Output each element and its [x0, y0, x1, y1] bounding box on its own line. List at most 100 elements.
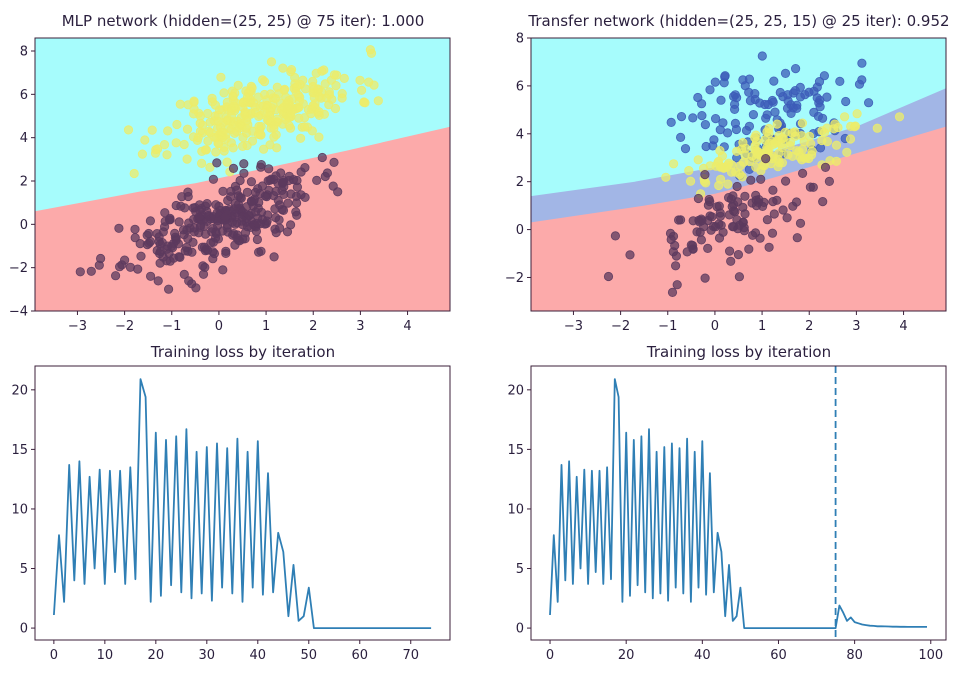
data-point: [356, 85, 367, 95]
data-point: [296, 167, 306, 177]
data-point: [668, 231, 679, 241]
data-point: [672, 280, 682, 290]
data-point: [292, 210, 302, 220]
data-point: [285, 112, 295, 122]
data-point: [165, 256, 175, 266]
data-point: [180, 246, 190, 256]
panel1-ytick-label: 6: [516, 79, 524, 94]
panel1-xtick-label: −1: [658, 319, 677, 334]
data-point: [214, 105, 225, 115]
data-point: [718, 118, 728, 128]
data-point: [242, 112, 252, 122]
panel-loss-mlp: Training loss by iteration 0 10 20 30 40 50 60…: [11, 343, 451, 663]
data-point: [283, 198, 293, 208]
data-point: [732, 146, 742, 156]
data-point: [286, 65, 297, 75]
data-point: [731, 93, 742, 103]
panel2-ytick-label: 20: [11, 383, 28, 398]
data-point: [208, 174, 218, 184]
data-point: [160, 216, 170, 226]
data-point: [300, 84, 311, 94]
data-point: [744, 87, 754, 97]
data-point: [175, 252, 185, 262]
data-point: [195, 118, 205, 128]
data-point: [284, 121, 294, 131]
data-point: [235, 175, 245, 186]
data-point: [857, 58, 867, 68]
data-point: [176, 201, 186, 211]
data-point: [757, 201, 768, 211]
data-point: [281, 100, 292, 110]
panel1-xtick-label: −2: [611, 319, 630, 334]
data-point: [155, 258, 165, 268]
data-point: [135, 239, 145, 249]
data-point: [239, 168, 249, 178]
data-point: [740, 191, 750, 201]
data-point: [295, 133, 306, 143]
panel3-xtick-label: 100: [918, 648, 943, 663]
panel2-xtick-label: 10: [97, 648, 114, 663]
data-point: [278, 63, 288, 73]
panel3-xtick-label: 40: [694, 648, 711, 663]
data-point: [842, 147, 852, 157]
data-point: [312, 175, 322, 185]
data-point: [278, 177, 288, 187]
data-point: [792, 233, 802, 243]
data-point: [233, 80, 243, 91]
data-point: [668, 159, 679, 169]
data-point: [661, 172, 671, 182]
panel2-ytick-label: 5: [20, 562, 28, 577]
panel0-xtick-label: −3: [68, 319, 87, 334]
panel-loss-mlp-title: Training loss by iteration: [150, 343, 335, 361]
data-point: [763, 99, 773, 110]
panel0-xtick-label: 2: [309, 319, 317, 334]
data-point: [258, 144, 269, 154]
data-point: [756, 166, 766, 176]
data-point: [682, 247, 692, 257]
data-point: [685, 176, 696, 186]
data-point: [688, 113, 698, 123]
panel2-ytick-label: 15: [11, 443, 28, 458]
panel2-frame: [34, 365, 451, 641]
data-point: [242, 128, 252, 138]
data-point: [265, 140, 275, 150]
data-point: [667, 287, 678, 297]
data-point: [172, 119, 182, 130]
panel0-ytick-label: 2: [20, 175, 28, 190]
data-point: [230, 128, 240, 138]
data-point: [220, 212, 230, 222]
data-point: [291, 191, 301, 201]
panel3-ytick-label: 15: [507, 443, 524, 458]
panel3-ytick-label: 5: [516, 562, 524, 577]
panel1-xtick-label: 0: [711, 319, 719, 334]
data-point: [738, 138, 748, 148]
data-point: [768, 185, 778, 195]
panel0-ytick-label: −4: [9, 305, 28, 320]
data-point: [714, 180, 724, 191]
data-point: [157, 238, 167, 248]
data-point: [366, 48, 377, 58]
data-point: [692, 227, 702, 237]
data-point: [872, 123, 882, 133]
data-point: [205, 127, 215, 138]
data-point: [75, 267, 85, 277]
data-point: [359, 97, 369, 107]
data-point: [709, 135, 719, 145]
data-point: [195, 220, 206, 230]
panel2-xtick-label: 70: [402, 648, 419, 663]
data-point: [266, 57, 277, 67]
panel2-xtick-label: 0: [50, 648, 58, 663]
data-point: [221, 246, 231, 256]
plot-area: [531, 38, 946, 311]
series-0: [123, 45, 383, 179]
panel-mlp-title: MLP network (hidden=(25, 25) @ 75 iter):…: [62, 12, 425, 30]
data-point: [183, 100, 193, 110]
data-point: [806, 139, 816, 149]
panel1-xtick-label: 3: [852, 319, 860, 334]
panel3-ytick-label: 20: [507, 383, 524, 398]
data-point: [236, 193, 246, 203]
panel2-ytick-label: 0: [20, 622, 28, 637]
data-point: [808, 182, 818, 192]
panel2-xtick-label: 60: [351, 648, 368, 663]
